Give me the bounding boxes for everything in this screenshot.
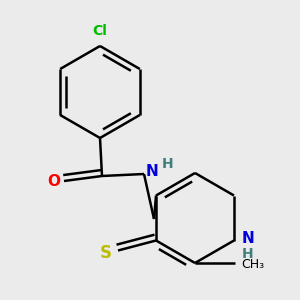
Text: S: S <box>100 244 112 262</box>
Text: O: O <box>47 173 61 188</box>
Text: Cl: Cl <box>93 24 107 38</box>
Text: N: N <box>146 164 159 179</box>
Text: CH₃: CH₃ <box>241 257 264 271</box>
Text: H: H <box>162 157 174 171</box>
Text: H: H <box>242 248 254 262</box>
Text: N: N <box>242 231 255 246</box>
